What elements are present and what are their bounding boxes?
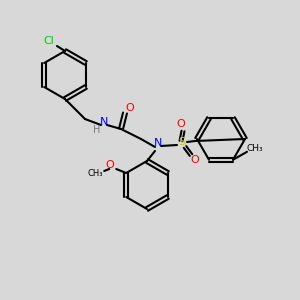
Text: H: H — [93, 125, 101, 135]
Text: CH₃: CH₃ — [88, 169, 103, 178]
Text: CH₃: CH₃ — [247, 144, 263, 153]
Text: N: N — [154, 138, 162, 148]
Text: S: S — [178, 137, 186, 147]
Text: O: O — [190, 155, 200, 165]
Text: O: O — [177, 119, 185, 129]
Text: Cl: Cl — [44, 36, 54, 46]
Text: N: N — [100, 117, 108, 127]
Text: O: O — [126, 103, 134, 113]
Text: O: O — [106, 160, 115, 170]
